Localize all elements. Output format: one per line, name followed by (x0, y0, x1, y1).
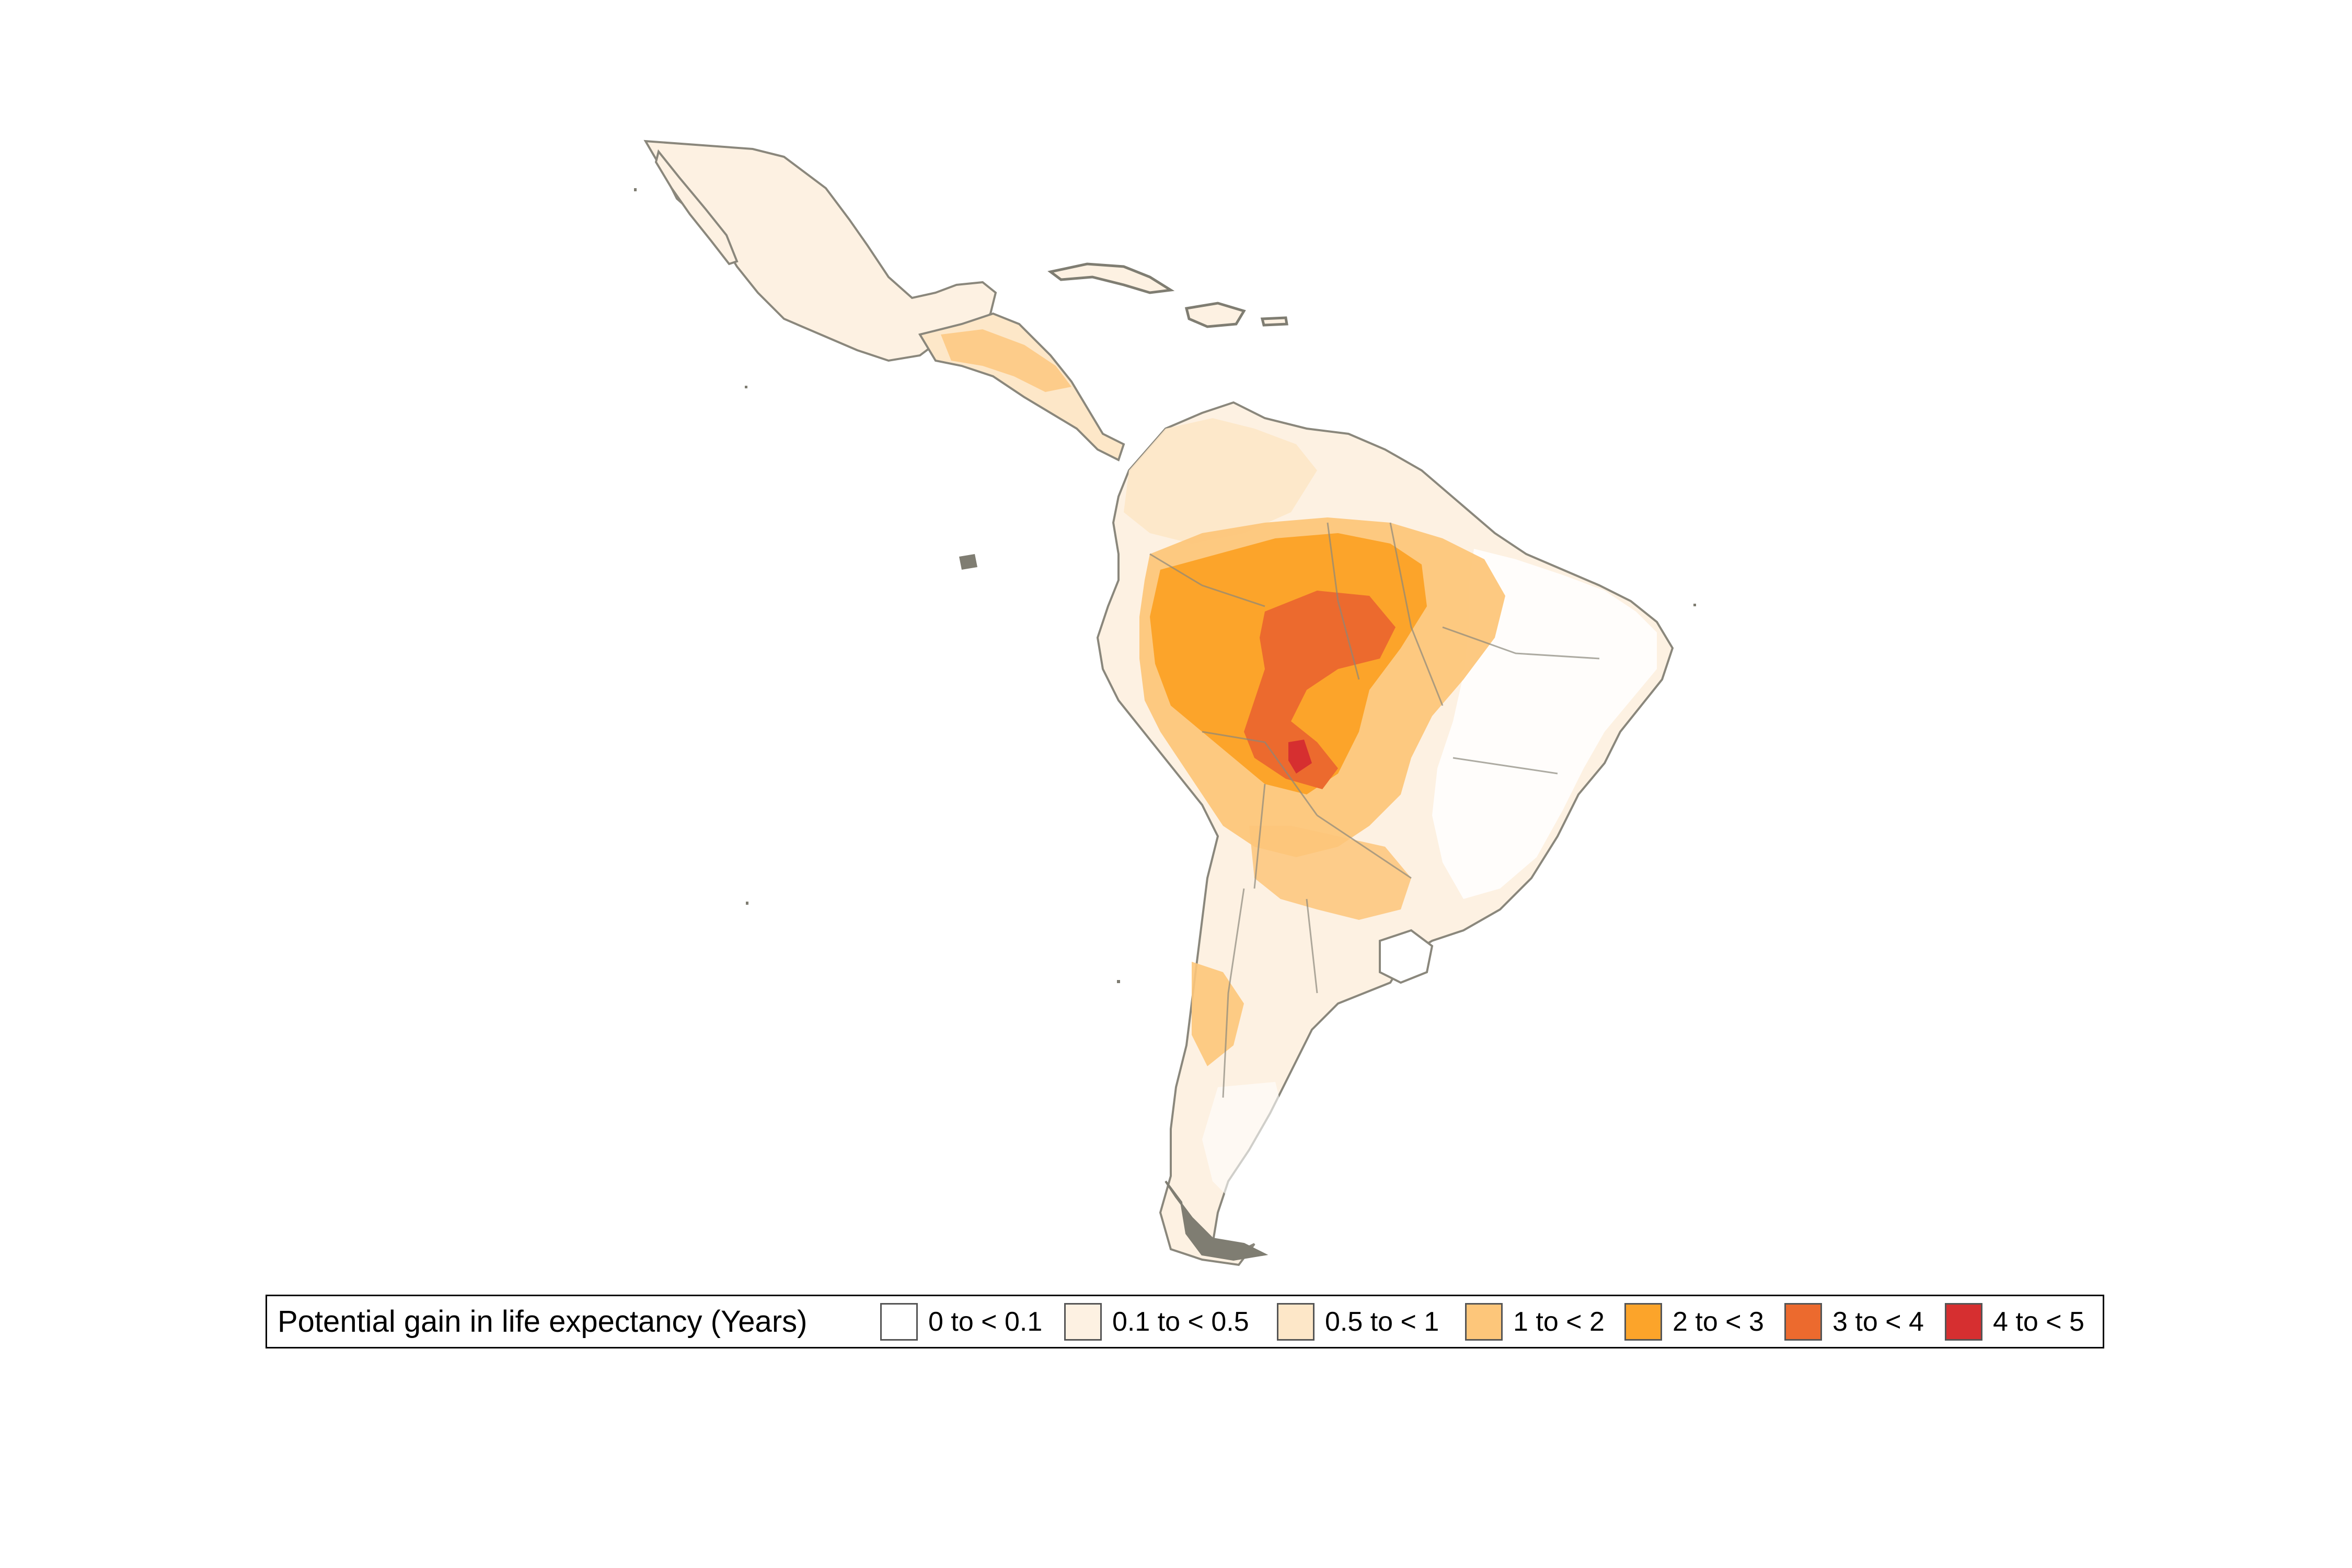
legend-swatch (880, 1302, 918, 1341)
region-north-andes (1124, 418, 1317, 544)
legend-item-2-to-3: 2 to < 3 (1624, 1296, 1764, 1347)
region-puerto-rico (1260, 316, 1288, 327)
legend-item-0.5-to-1: 0.5 to < 1 (1277, 1296, 1439, 1347)
region-chile-central (1192, 962, 1244, 1066)
region-baja-california (654, 149, 739, 266)
legend-label: 0 to < 0.1 (928, 1306, 1043, 1337)
legend-item-0.1-to-0.5: 0.1 to < 0.5 (1064, 1296, 1249, 1347)
region-cuba (1047, 262, 1175, 294)
legend-label: 2 to < 3 (1673, 1306, 1764, 1337)
legend-item-1-to-2: 1 to < 2 (1465, 1296, 1605, 1347)
legend-item-4-to-5: 4 to < 5 (1945, 1296, 2084, 1347)
legend-swatch (1784, 1302, 1822, 1341)
region-pacific-islet-4 (1117, 980, 1120, 983)
legend-title: Potential gain in life expectancy (Years… (278, 1305, 808, 1339)
legend-swatch (1277, 1302, 1315, 1341)
legend-label: 4 to < 5 (1993, 1306, 2084, 1337)
region-central-america-hotspot (941, 329, 1071, 392)
legend-swatch (1945, 1302, 1982, 1341)
region-tierra-del-fuego (1165, 1180, 1269, 1261)
legend: Potential gain in life expectancy (Years… (266, 1295, 2104, 1348)
region-bolivia-paraguay (1249, 826, 1411, 920)
region-pacific-islet-3 (746, 902, 748, 905)
legend-label: 0.5 to < 1 (1325, 1306, 1439, 1337)
internal-borders (1149, 522, 1600, 1098)
legend-label: 0.1 to < 0.5 (1112, 1306, 1249, 1337)
legend-swatch (1465, 1302, 1503, 1341)
region-uruguay (1379, 929, 1434, 984)
legend-item-0-to-0.1: 0 to < 0.1 (880, 1296, 1042, 1347)
legend-label: 1 to < 2 (1513, 1306, 1605, 1337)
legend-label: 3 to < 4 (1832, 1306, 1924, 1337)
region-pacific-islet-2 (745, 386, 747, 388)
region-amazon-highest-gain (1288, 740, 1312, 774)
legend-item-3-to-4: 3 to < 4 (1784, 1296, 1924, 1347)
legend-swatch (1624, 1302, 1662, 1341)
region-pacific-islet-1 (634, 188, 637, 191)
region-galapagos (959, 554, 977, 570)
region-amazon-high-gain (1244, 591, 1396, 789)
region-hispaniola (1184, 302, 1246, 328)
region-patagonia (1202, 1082, 1286, 1202)
region-atlantic-islet (1693, 604, 1696, 606)
legend-swatch (1064, 1302, 1102, 1341)
